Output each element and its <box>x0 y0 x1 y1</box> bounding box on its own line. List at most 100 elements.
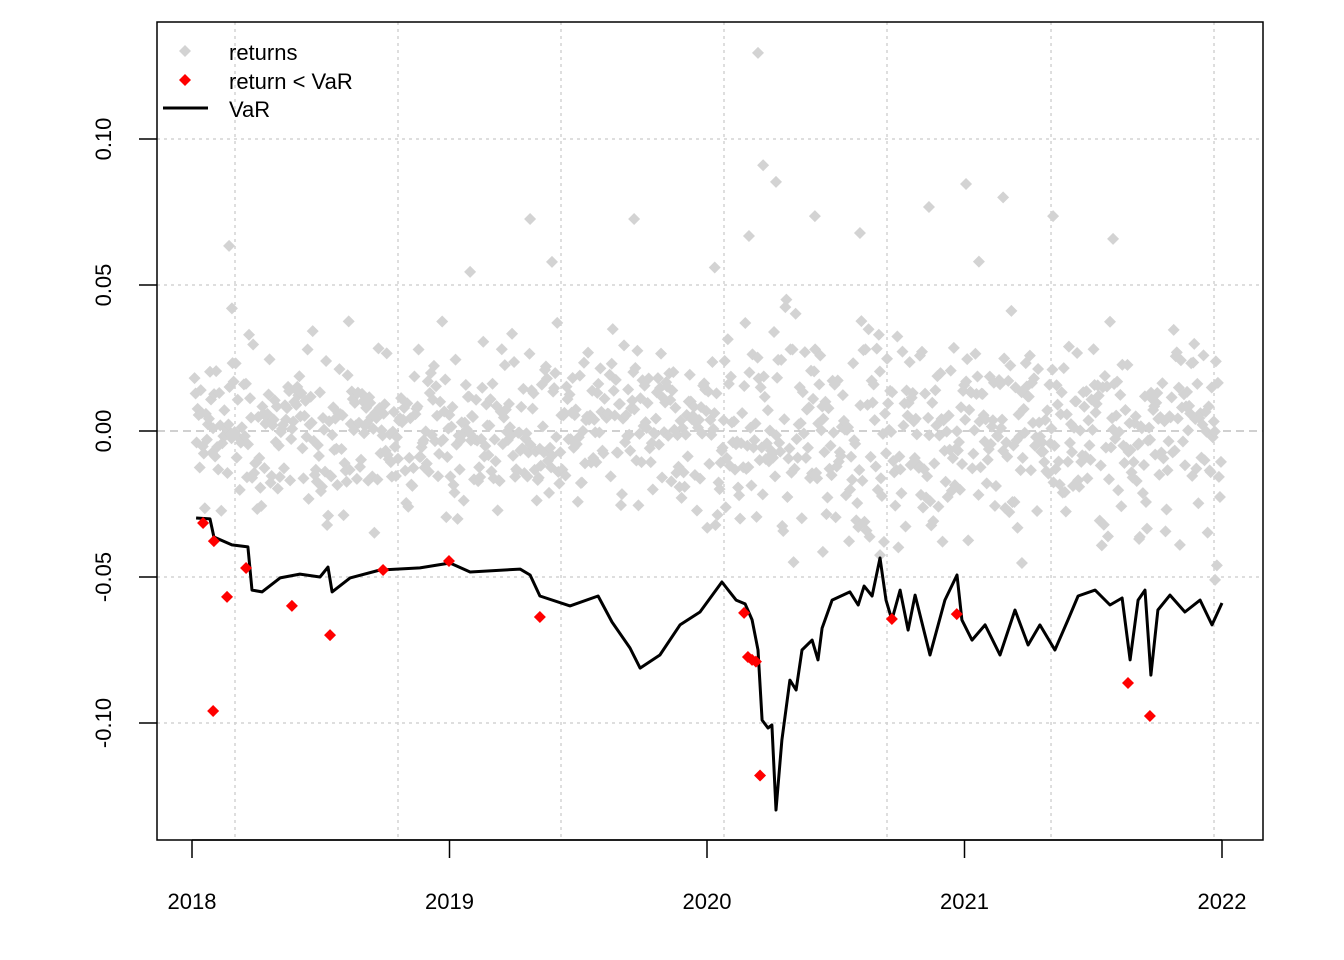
return-point <box>597 447 610 460</box>
return-point <box>739 317 752 330</box>
return-point <box>576 424 589 437</box>
y-tick-label: 0.10 <box>91 118 116 161</box>
return-point <box>209 450 222 463</box>
return-point <box>554 446 567 459</box>
return-point <box>855 315 868 328</box>
return-point <box>769 470 782 483</box>
return-point <box>1063 436 1076 449</box>
return-point <box>678 480 691 493</box>
return-point <box>866 396 879 409</box>
return-point <box>483 419 496 432</box>
return-point <box>779 301 792 314</box>
return-point <box>825 469 838 482</box>
return-point <box>1110 409 1123 422</box>
return-point <box>243 328 256 341</box>
return-point <box>1160 503 1173 516</box>
return-point <box>1039 413 1052 426</box>
return-point <box>718 355 731 368</box>
return-point <box>1014 464 1027 477</box>
return-point <box>813 378 826 391</box>
var-series <box>196 516 1224 812</box>
return-point <box>870 342 883 355</box>
return-point <box>448 486 461 499</box>
return-point <box>706 356 719 369</box>
return-point <box>778 413 791 426</box>
return-point <box>598 392 611 405</box>
return-point <box>591 386 604 399</box>
return-point <box>707 423 720 436</box>
return-point <box>271 482 284 495</box>
return-point <box>1114 388 1127 401</box>
return-point <box>791 451 804 464</box>
return-point <box>390 431 403 444</box>
return-point <box>1150 396 1163 409</box>
return-point <box>231 393 244 406</box>
return-point <box>508 355 521 368</box>
return-point <box>247 338 260 351</box>
legend-returns-diamond-icon <box>179 45 191 57</box>
axes: -0.10 -0.05 0.00 0.05 0.10 2018 2019 2020 2021 20… <box>91 118 1246 914</box>
return-point <box>700 404 713 417</box>
return-point <box>858 515 871 528</box>
return-point <box>814 349 827 362</box>
return-point <box>1045 422 1058 435</box>
return-point <box>1031 505 1044 518</box>
return-point <box>733 489 746 502</box>
return-point <box>780 293 793 306</box>
return-point <box>573 369 586 382</box>
return-point <box>488 433 501 446</box>
x-tick-label: 2021 <box>940 889 989 914</box>
return-point <box>642 372 655 385</box>
return-point <box>934 367 947 380</box>
return-point <box>1115 500 1128 513</box>
return-point <box>1121 358 1134 371</box>
return-point <box>696 427 709 440</box>
return-point <box>315 480 328 493</box>
return-point <box>549 367 562 380</box>
return-point <box>607 384 620 397</box>
return-point <box>874 472 887 485</box>
return-point <box>517 382 530 395</box>
return-point <box>1086 423 1099 436</box>
return-point <box>1130 475 1143 488</box>
return-point <box>644 456 657 469</box>
return-point <box>986 414 999 427</box>
return-point <box>372 342 385 355</box>
return-point <box>377 407 390 420</box>
return-point <box>892 541 905 554</box>
return-point <box>406 479 419 492</box>
return-point <box>1046 363 1059 376</box>
return-point <box>721 333 734 346</box>
return-point <box>928 457 941 470</box>
return-point <box>976 387 989 400</box>
return-point <box>923 429 936 442</box>
return-point <box>1080 385 1093 398</box>
return-point <box>434 395 447 408</box>
return-point <box>817 412 830 425</box>
return-point <box>969 347 982 360</box>
legend-label-breach: return < VaR <box>229 69 353 94</box>
return-point <box>380 347 393 360</box>
return-point <box>1081 472 1094 485</box>
return-point <box>1016 451 1029 464</box>
return-point <box>1095 539 1108 552</box>
return-point <box>774 445 787 458</box>
return-point <box>341 369 354 382</box>
return-point <box>265 470 278 483</box>
return-point <box>655 347 668 360</box>
return-point <box>732 481 745 494</box>
return-point <box>756 488 769 501</box>
return-point <box>506 327 519 340</box>
return-point <box>768 325 781 338</box>
return-point <box>194 384 207 397</box>
return-point <box>378 398 391 411</box>
return-point <box>437 433 450 446</box>
return-point <box>1167 323 1180 336</box>
return-point <box>1104 315 1117 328</box>
return-point <box>515 400 528 413</box>
return-point <box>1192 497 1205 510</box>
return-point <box>794 417 807 430</box>
return-point <box>592 377 605 390</box>
return-point <box>1202 400 1215 413</box>
return-point <box>388 440 401 453</box>
